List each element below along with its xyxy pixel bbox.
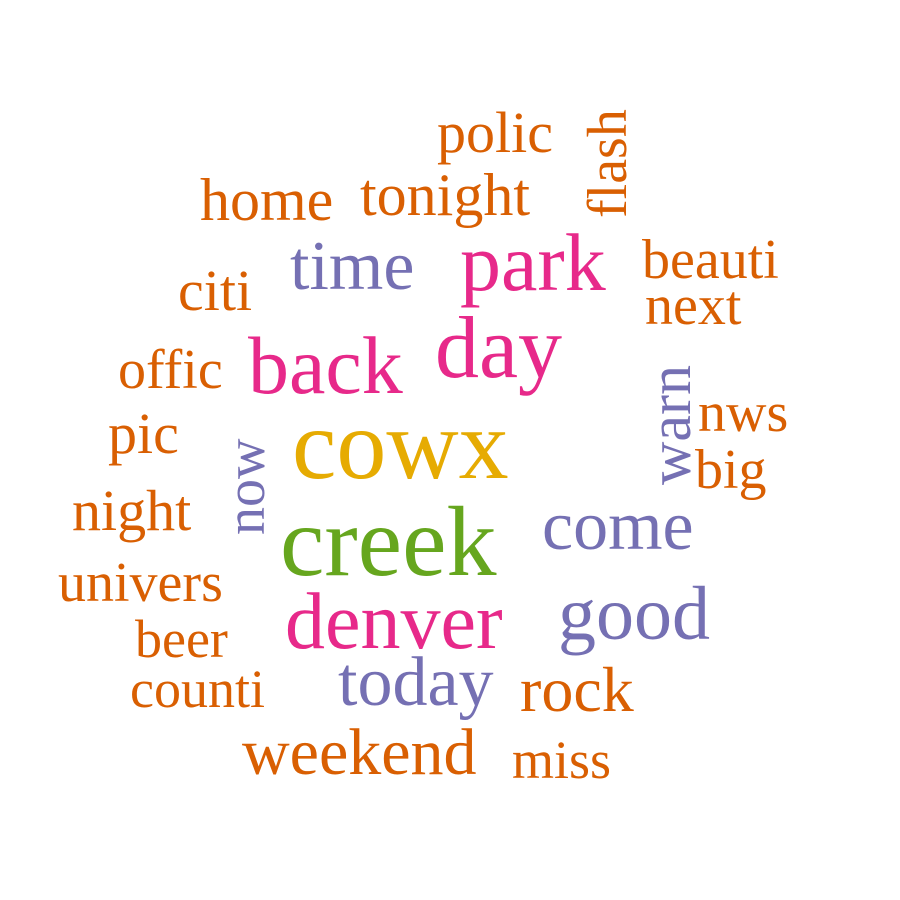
word-polic: polic xyxy=(437,100,553,165)
word-denver: denver xyxy=(285,578,503,666)
word-next: next xyxy=(645,275,742,337)
word-big: big xyxy=(695,439,767,501)
word-nws: nws xyxy=(698,382,789,444)
word-citi: citi xyxy=(178,258,253,323)
word-now: now xyxy=(215,438,277,535)
word-beer: beer xyxy=(135,609,228,669)
word-weekend: weekend xyxy=(242,716,477,789)
word-rock: rock xyxy=(520,654,634,725)
word-day: day xyxy=(435,300,563,397)
word-night: night xyxy=(72,478,192,543)
word-cowx: cowx xyxy=(292,389,509,500)
word-offic: offic xyxy=(118,339,223,401)
word-creek: creek xyxy=(280,486,497,597)
word-home: home xyxy=(200,167,334,233)
word-today: today xyxy=(338,644,494,721)
word-back: back xyxy=(248,320,403,411)
word-univers: univers xyxy=(58,552,223,614)
word-time: time xyxy=(290,228,415,305)
word-flash: flash xyxy=(577,109,639,218)
word-beauti: beauti xyxy=(642,229,779,291)
word-warn: warn xyxy=(637,365,703,485)
word-tonight: tonight xyxy=(360,162,531,228)
word-miss: miss xyxy=(512,730,612,790)
word-good: good xyxy=(558,572,710,656)
word-pic: pic xyxy=(108,401,179,466)
word-come: come xyxy=(542,488,694,565)
word-park: park xyxy=(460,217,606,308)
word-counti: counti xyxy=(130,659,265,719)
